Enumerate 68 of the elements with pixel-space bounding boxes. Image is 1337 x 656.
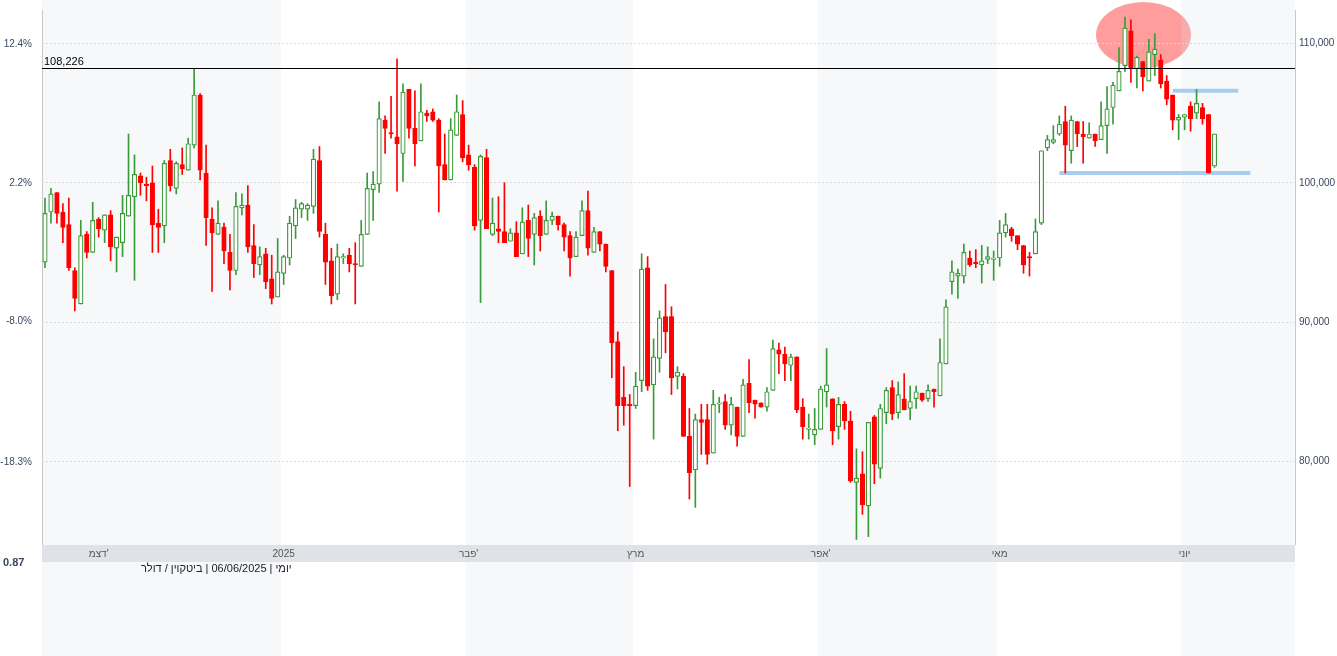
- candlestick: [137, 172, 144, 196]
- candlestick: [370, 171, 376, 221]
- candlestick: [621, 366, 627, 426]
- candlestick: [674, 366, 681, 390]
- candlestick: [1044, 135, 1050, 152]
- candlestick: [388, 96, 394, 139]
- candlestick: [1080, 121, 1086, 164]
- candlestick: [352, 242, 358, 305]
- text: יומי | 06/06/2025 | ביטקוין / דולר: [140, 561, 292, 574]
- x-tick-label: 2025: [272, 547, 296, 559]
- text: 0.87: [3, 556, 25, 569]
- candlestick: [1032, 218, 1039, 255]
- ref-line-label: 108,226: [44, 54, 84, 67]
- y-tick-label: 100,000: [1299, 176, 1336, 188]
- candlestick: [466, 144, 472, 171]
- candlestick: [108, 210, 114, 262]
- x-tick-label: מרץ: [627, 547, 645, 559]
- candlestick: [645, 256, 651, 391]
- candlestick: [812, 408, 818, 446]
- candlestick: [1003, 213, 1009, 238]
- candlestick: [322, 222, 328, 285]
- candlestick: [1152, 33, 1158, 76]
- candlestick: [835, 396, 842, 440]
- y-tick-label: 80,000: [1299, 455, 1331, 467]
- candlestick: [680, 373, 686, 437]
- y2-tick-label: 2.2%: [9, 176, 33, 188]
- candlestick: [907, 385, 913, 420]
- candlestick: [1014, 235, 1021, 250]
- candlestick: [495, 196, 502, 243]
- candlestick: [830, 398, 836, 446]
- candlestick: [824, 348, 830, 408]
- y2-tick-label: -8.0%: [5, 315, 33, 327]
- candlestick: [841, 401, 848, 430]
- candlestick: [1009, 227, 1015, 242]
- candlestick: [472, 164, 478, 231]
- candlestick: [1193, 89, 1200, 119]
- candlestick: [477, 154, 484, 303]
- candlestick: [424, 109, 430, 122]
- candlestick: [507, 228, 513, 242]
- y-tick-label: 110,000: [1299, 37, 1335, 49]
- x-tick-label: יוני: [1178, 547, 1191, 559]
- candlestick: [501, 182, 507, 243]
- candlestick: [686, 408, 692, 500]
- y2-tick-label: 12.4%: [3, 37, 33, 49]
- candlestick: [847, 410, 854, 483]
- candlestick: [865, 422, 871, 537]
- y-tick-label: 90,000: [1299, 315, 1331, 327]
- candlestick: [716, 396, 722, 413]
- candlestick: [1188, 101, 1194, 132]
- x-tick-label: אפר': [810, 547, 831, 559]
- candlestick: [149, 165, 155, 253]
- candlestick: [316, 146, 323, 238]
- x-tick-label: פבר': [458, 547, 479, 559]
- x-tick-label: מאי: [991, 547, 1008, 559]
- y2-tick-label: -18.3%: [0, 455, 33, 467]
- candlestick: [991, 250, 997, 281]
- candlestick: [806, 413, 812, 440]
- x-tick-label: דצמ': [88, 547, 109, 559]
- candlestick: [340, 253, 346, 264]
- candlestick: [489, 197, 496, 237]
- candlestick: [1038, 150, 1044, 225]
- candlestick: [859, 451, 865, 515]
- candlestick: [1211, 133, 1218, 168]
- candlestick: [698, 403, 704, 455]
- candlestick: [1182, 114, 1188, 131]
- candlestick: [483, 148, 490, 230]
- candlestick: [328, 247, 334, 305]
- candlestick: [985, 246, 991, 264]
